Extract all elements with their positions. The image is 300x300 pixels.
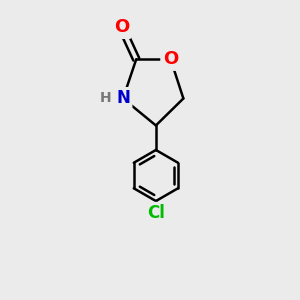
Text: O: O <box>163 50 178 68</box>
Text: O: O <box>114 18 129 36</box>
Text: Cl: Cl <box>147 204 165 222</box>
Text: H: H <box>100 92 112 106</box>
Text: N: N <box>116 89 130 107</box>
